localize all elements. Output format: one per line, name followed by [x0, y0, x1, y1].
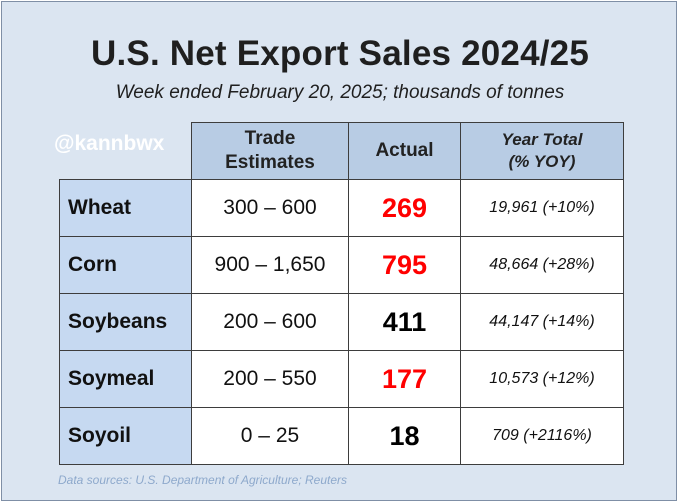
year-total-cell: 48,664 (+28%): [460, 236, 624, 294]
estimate-cell: 200 – 550: [191, 350, 349, 408]
data-source-note: Data sources: U.S. Department of Agricul…: [58, 473, 348, 487]
estimate-cell: 300 – 600: [191, 179, 349, 237]
table-row: Soyoil 0 – 25 18 709 (+2116%): [59, 407, 624, 465]
watermark-handle: @kannbwx: [54, 132, 165, 155]
crop-cell: Corn: [59, 236, 192, 294]
header-year-total: Year Total (% YOY): [460, 122, 624, 180]
estimate-cell: 200 – 600: [191, 293, 349, 351]
actual-cell: 177: [348, 350, 461, 408]
chart-subtitle: Week ended February 20, 2025; thousands …: [115, 82, 565, 103]
header-year-line2: (% YOY): [508, 152, 576, 171]
crop-cell: Soyoil: [59, 407, 192, 465]
header-actual: Actual: [348, 122, 461, 180]
actual-cell: 411: [348, 293, 461, 351]
crop-cell: Soybeans: [59, 293, 192, 351]
header-trade-estimates: Trade Estimates: [191, 122, 349, 180]
chart-title: U.S. Net Export Sales 2024/25: [91, 34, 589, 73]
year-total-cell: 10,573 (+12%): [460, 350, 624, 408]
table-row: Corn 900 – 1,650 795 48,664 (+28%): [59, 236, 624, 294]
estimate-cell: 0 – 25: [191, 407, 349, 465]
header-year-line1: Year Total: [501, 130, 583, 149]
actual-cell: 18: [348, 407, 461, 465]
year-total-cell: 19,961 (+10%): [460, 179, 624, 237]
crop-cell: Soymeal: [59, 350, 192, 408]
actual-cell: 795: [348, 236, 461, 294]
estimate-cell: 900 – 1,650: [191, 236, 349, 294]
table-row: Soybeans 200 – 600 411 44,147 (+14%): [59, 293, 624, 351]
table-row: Soymeal 200 – 550 177 10,573 (+12%): [59, 350, 624, 408]
year-total-cell: 44,147 (+14%): [460, 293, 624, 351]
export-sales-table: Trade Estimates Actual Year Total (% YOY…: [59, 122, 624, 465]
actual-cell: 269: [348, 179, 461, 237]
year-total-cell: 709 (+2116%): [460, 407, 624, 465]
header-row: Trade Estimates Actual Year Total (% YOY…: [60, 122, 624, 180]
header-trade-line1: Trade: [244, 128, 296, 149]
table-row: Wheat 300 – 600 269 19,961 (+10%): [59, 179, 624, 237]
header-trade-line2: Estimates: [225, 152, 315, 173]
crop-cell: Wheat: [59, 179, 192, 237]
header-blank-cell: [60, 123, 192, 180]
